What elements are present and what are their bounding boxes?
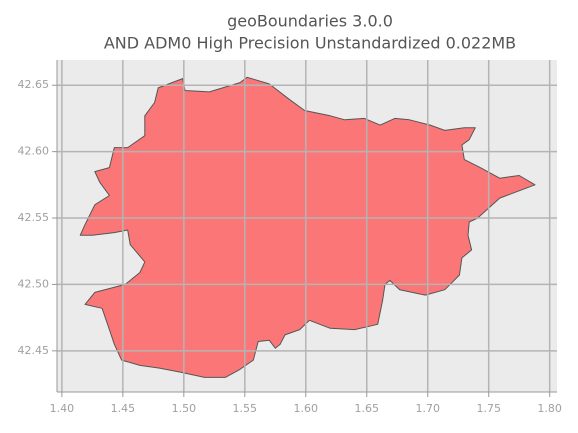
x-tick-label: 1.80 (537, 402, 562, 415)
x-tick-label: 1.40 (50, 402, 75, 415)
y-tick-label: 42.55 (18, 211, 50, 224)
x-tick-label: 1.75 (476, 402, 501, 415)
x-tick-label: 1.65 (355, 402, 380, 415)
x-tick-label: 1.70 (415, 402, 440, 415)
y-tick-label: 42.45 (18, 344, 50, 357)
x-tick-label: 1.45 (111, 402, 136, 415)
chart-subtitle: AND ADM0 High Precision Unstandardized 0… (104, 34, 516, 53)
y-tick-label: 42.60 (18, 145, 50, 158)
y-tick-label: 42.50 (18, 277, 50, 290)
chart-title: geoBoundaries 3.0.0 (227, 12, 393, 31)
x-tick-label: 1.50 (172, 402, 197, 415)
y-tick-label: 42.65 (18, 78, 50, 91)
x-tick-label: 1.55 (233, 402, 258, 415)
x-tick-label: 1.60 (294, 402, 319, 415)
